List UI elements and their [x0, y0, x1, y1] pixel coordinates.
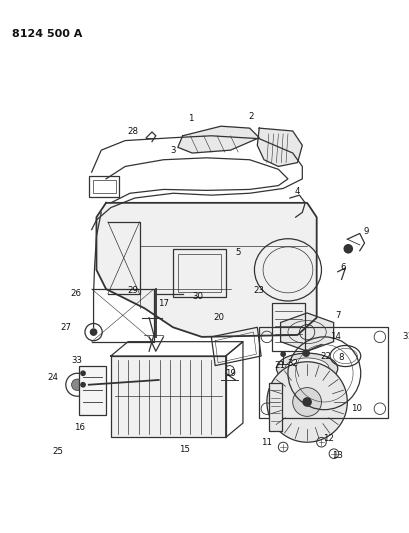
- Text: 17: 17: [157, 299, 169, 308]
- Circle shape: [292, 387, 321, 416]
- Circle shape: [72, 379, 83, 391]
- Text: 19: 19: [225, 369, 235, 378]
- Circle shape: [90, 328, 97, 336]
- Text: 7: 7: [334, 311, 339, 320]
- Text: 11: 11: [261, 438, 272, 447]
- Text: 8124 500 A: 8124 500 A: [12, 29, 82, 38]
- Text: 27: 27: [60, 323, 71, 332]
- Circle shape: [301, 397, 311, 407]
- Ellipse shape: [284, 358, 328, 379]
- Polygon shape: [96, 203, 316, 337]
- Bar: [258, 327, 388, 418]
- Polygon shape: [178, 126, 258, 153]
- Bar: [110, 356, 225, 438]
- Bar: [79, 366, 106, 415]
- Text: 22: 22: [320, 352, 331, 360]
- Circle shape: [80, 370, 86, 376]
- Text: 31: 31: [401, 333, 409, 341]
- Circle shape: [280, 351, 285, 357]
- Text: 29: 29: [127, 286, 138, 295]
- Polygon shape: [257, 128, 301, 166]
- Text: 21: 21: [274, 361, 285, 370]
- Text: 13: 13: [331, 451, 342, 460]
- Text: 32: 32: [287, 359, 297, 368]
- Text: 5: 5: [235, 248, 240, 257]
- Text: 25: 25: [52, 447, 63, 456]
- Text: 8: 8: [338, 353, 344, 362]
- Bar: [271, 303, 304, 351]
- Text: 26: 26: [70, 289, 81, 298]
- Text: 15: 15: [179, 446, 190, 454]
- Text: 1: 1: [187, 114, 193, 123]
- Text: 20: 20: [213, 313, 224, 322]
- Circle shape: [80, 382, 86, 387]
- Ellipse shape: [276, 353, 337, 384]
- Bar: [173, 249, 225, 297]
- Text: 12: 12: [322, 434, 333, 443]
- Text: 3: 3: [170, 146, 175, 155]
- Text: 23: 23: [253, 286, 264, 295]
- Text: 33: 33: [72, 357, 83, 365]
- Circle shape: [266, 362, 346, 442]
- Bar: [178, 254, 220, 292]
- Circle shape: [301, 349, 309, 357]
- Text: 30: 30: [192, 292, 203, 301]
- Text: 4: 4: [294, 187, 299, 196]
- Text: 16: 16: [74, 423, 85, 432]
- Bar: [92, 180, 115, 193]
- Bar: [268, 383, 281, 431]
- Text: 10: 10: [351, 404, 362, 413]
- Text: 14: 14: [330, 333, 341, 341]
- Text: 28: 28: [127, 127, 138, 136]
- Bar: [89, 176, 119, 197]
- Circle shape: [343, 244, 352, 254]
- Text: 24: 24: [48, 373, 59, 382]
- Text: 6: 6: [340, 263, 345, 272]
- Polygon shape: [280, 313, 333, 351]
- Text: 9: 9: [363, 227, 368, 236]
- Text: 2: 2: [248, 112, 254, 121]
